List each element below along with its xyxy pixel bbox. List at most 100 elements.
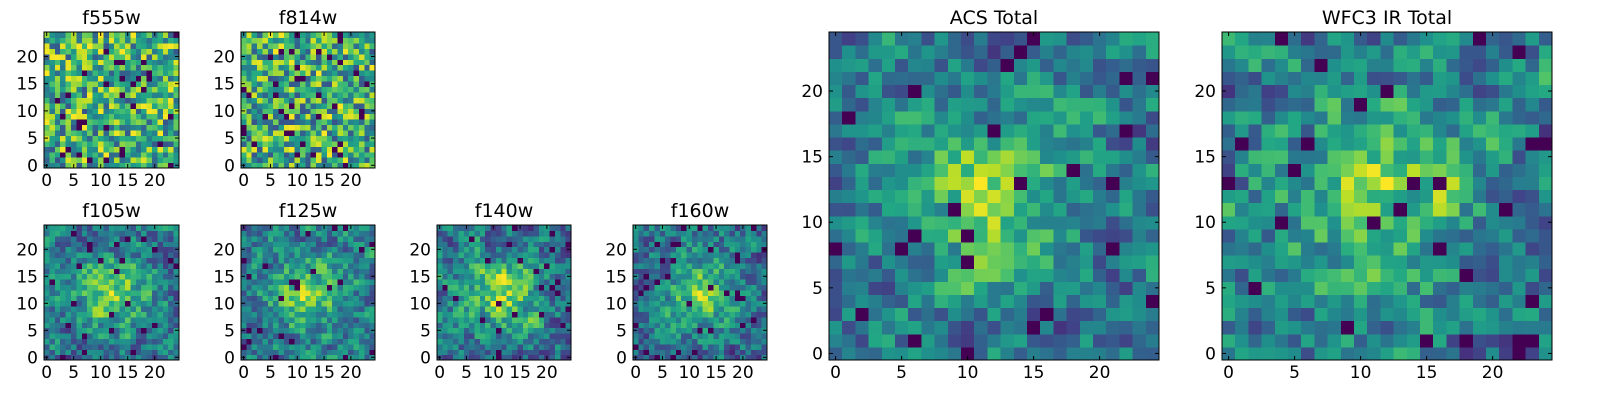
heatmap-cell	[1093, 189, 1107, 204]
heatmap-cell	[130, 322, 137, 329]
heatmap-cell	[549, 279, 556, 285]
heatmap-cell	[44, 102, 50, 109]
heatmap-cell	[299, 108, 306, 115]
heatmap-cell	[1406, 176, 1421, 191]
heatmap-cell	[485, 268, 492, 275]
heatmap-cell	[1079, 202, 1094, 217]
heatmap-cell	[316, 289, 322, 296]
heatmap-cell	[310, 225, 317, 231]
heatmap-cell	[358, 262, 365, 269]
heatmap-cell	[1538, 241, 1553, 256]
heatmap-cell	[262, 102, 269, 109]
heatmap-cell	[1000, 307, 1015, 322]
heatmap-cell	[65, 262, 72, 269]
heatmap-cell	[1420, 176, 1434, 191]
heatmap-cell	[162, 124, 169, 131]
heatmap-cell	[125, 316, 131, 323]
heatmap-cell	[654, 338, 661, 345]
heatmap-cell	[257, 91, 264, 98]
heatmap-cell	[921, 110, 936, 125]
heatmap-cell	[81, 37, 88, 44]
heatmap-cell	[961, 241, 975, 256]
heatmap-cell	[549, 354, 556, 361]
heatmap-cell	[114, 80, 121, 87]
heatmap-cell	[353, 279, 360, 285]
heatmap-cell	[533, 273, 540, 280]
heatmap-cell	[326, 343, 333, 350]
heatmap-cell	[1145, 255, 1160, 269]
heatmap-cell	[713, 289, 720, 296]
heatmap-cell	[1499, 176, 1513, 191]
heatmap-cell	[533, 284, 540, 291]
heatmap-cell	[299, 316, 306, 323]
heatmap-cell	[146, 349, 153, 356]
heatmap-cell	[560, 338, 567, 345]
heatmap-cell	[369, 86, 376, 93]
heatmap-cell	[119, 295, 126, 302]
heatmap-cell	[718, 257, 725, 264]
heatmap-cell	[761, 241, 768, 248]
heatmap-cell	[103, 252, 110, 258]
heatmap-cell	[246, 97, 253, 104]
heatmap-cell	[659, 279, 666, 285]
heatmap-cell	[479, 246, 486, 253]
heatmap-cell	[908, 136, 922, 151]
heatmap-cell	[756, 241, 763, 248]
heatmap-cell	[442, 306, 449, 312]
heatmap-cell	[358, 108, 365, 115]
heatmap-cell	[332, 311, 339, 318]
heatmap-cell	[98, 349, 104, 356]
heatmap-cell	[750, 327, 757, 334]
heatmap-cell	[103, 97, 110, 104]
heatmap-cell	[251, 225, 258, 231]
heatmap-cell	[517, 235, 524, 242]
heatmap-cell	[729, 300, 736, 307]
heatmap-cell	[103, 162, 110, 169]
heatmap-cell	[141, 262, 148, 269]
heatmap-cell	[485, 306, 492, 312]
heatmap-cell	[745, 257, 752, 264]
heatmap-cell	[442, 354, 449, 361]
heatmap-cell	[708, 252, 714, 258]
heatmap-cell	[1040, 163, 1054, 177]
heatmap-cell	[262, 322, 269, 329]
heatmap-cell	[108, 108, 115, 115]
heatmap-cell	[71, 322, 77, 329]
heatmap-cell	[283, 354, 290, 361]
heatmap-cell	[54, 322, 61, 329]
heatmap-cell	[168, 246, 175, 253]
heatmap-cell	[691, 235, 698, 242]
heatmap-cell	[675, 241, 682, 248]
heatmap-cell	[756, 349, 763, 356]
heatmap-cell	[1486, 255, 1500, 269]
heatmap-cell	[1380, 228, 1395, 243]
heatmap-cell	[278, 241, 285, 248]
heatmap-cell	[87, 289, 94, 296]
heatmap-cell	[289, 157, 296, 164]
heatmap-cell	[76, 146, 83, 153]
heatmap-cell	[522, 306, 529, 312]
heatmap-cell	[1119, 346, 1134, 361]
heatmap-cell	[364, 53, 371, 60]
heatmap-cell	[659, 311, 666, 318]
heatmap-cell	[299, 273, 306, 280]
heatmap-cell	[294, 129, 301, 136]
heatmap-cell	[665, 295, 672, 302]
heatmap-cell	[549, 306, 556, 312]
heatmap-cell	[670, 295, 677, 302]
heatmap-cell	[881, 71, 896, 86]
heatmap-cell	[447, 268, 454, 275]
heatmap-cell	[358, 102, 365, 109]
heatmap-cell	[262, 349, 269, 356]
y-tick-label: 5	[27, 129, 38, 149]
heatmap-cell	[337, 225, 344, 231]
heatmap-cell	[474, 262, 481, 269]
heatmap-cell	[447, 246, 454, 253]
heatmap-cell	[1327, 241, 1342, 256]
heatmap-cell	[1327, 268, 1342, 282]
heatmap-cell	[87, 59, 94, 66]
heatmap-cell	[342, 70, 349, 77]
heatmap-cell	[855, 215, 870, 230]
heatmap-cell	[908, 189, 922, 204]
heatmap-cell	[49, 86, 56, 93]
